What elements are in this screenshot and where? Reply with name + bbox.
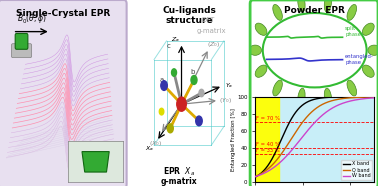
Circle shape (196, 116, 202, 126)
Ellipse shape (347, 4, 356, 20)
Ellipse shape (368, 45, 378, 55)
Text: c: c (167, 43, 171, 49)
FancyBboxPatch shape (11, 44, 32, 58)
Ellipse shape (324, 0, 332, 12)
Text: $Z_a$: $Z_a$ (171, 35, 180, 44)
Ellipse shape (273, 80, 282, 96)
Text: split-
phase: split- phase (345, 26, 361, 37)
Circle shape (199, 89, 204, 97)
Text: entangled-
phase: entangled- phase (345, 54, 374, 65)
Ellipse shape (324, 88, 332, 107)
Text: g-matrix: g-matrix (197, 28, 226, 34)
Text: DFT: DFT (201, 17, 214, 23)
Text: $(Y_0)$: $(Y_0)$ (218, 96, 232, 105)
Text: $(Z_0)$: $(Z_0)$ (207, 40, 221, 49)
Circle shape (167, 124, 173, 133)
Ellipse shape (298, 88, 305, 107)
FancyBboxPatch shape (15, 33, 28, 49)
Text: $(X_0)$: $(X_0)$ (149, 139, 162, 148)
Circle shape (177, 97, 186, 111)
Ellipse shape (263, 13, 367, 87)
Text: Single-Crystal EPR: Single-Crystal EPR (16, 9, 110, 18)
Ellipse shape (255, 23, 267, 35)
Text: Cu-ligands
structure: Cu-ligands structure (162, 6, 216, 25)
Circle shape (191, 76, 197, 84)
Text: EPR  $X_a$: EPR $X_a$ (163, 166, 195, 178)
Circle shape (159, 108, 164, 115)
Ellipse shape (363, 65, 374, 77)
Ellipse shape (363, 23, 374, 35)
Text: a: a (160, 77, 164, 83)
Circle shape (161, 81, 167, 90)
Ellipse shape (255, 65, 267, 77)
Text: b: b (191, 69, 195, 75)
Ellipse shape (249, 45, 262, 55)
Text: g-matrix: g-matrix (161, 177, 197, 186)
FancyBboxPatch shape (0, 0, 127, 186)
Text: Powder EPR: Powder EPR (284, 6, 345, 15)
Ellipse shape (298, 0, 305, 12)
Circle shape (172, 69, 177, 76)
Ellipse shape (273, 4, 282, 20)
Text: $Y_a$: $Y_a$ (225, 81, 233, 90)
Text: $\vec{B}_0(\theta,\phi)$: $\vec{B}_0(\theta,\phi)$ (17, 10, 46, 26)
Ellipse shape (347, 80, 356, 96)
Text: $X_a$: $X_a$ (145, 144, 153, 153)
